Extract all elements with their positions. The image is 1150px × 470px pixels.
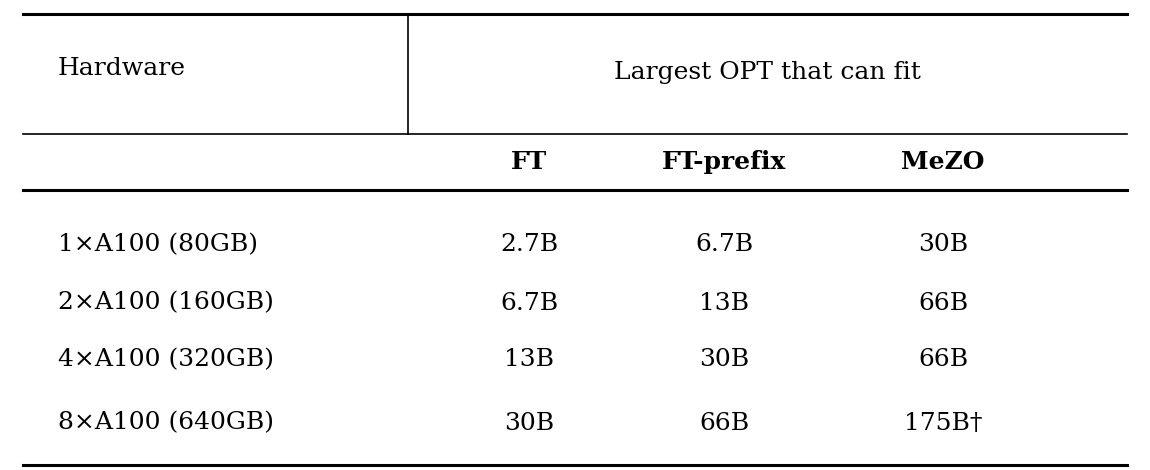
- Text: 13B: 13B: [699, 292, 750, 314]
- Text: 66B: 66B: [699, 412, 750, 434]
- Text: 2.7B: 2.7B: [500, 233, 558, 256]
- Text: Largest OPT that can fit: Largest OPT that can fit: [614, 62, 921, 84]
- Text: 13B: 13B: [504, 348, 554, 371]
- Text: MeZO: MeZO: [902, 150, 984, 174]
- Text: Hardware: Hardware: [58, 57, 185, 79]
- Text: 30B: 30B: [504, 412, 554, 434]
- Text: FT: FT: [511, 150, 547, 174]
- Text: 175B†: 175B†: [904, 412, 982, 434]
- Text: 6.7B: 6.7B: [696, 233, 753, 256]
- Text: 4×A100 (320GB): 4×A100 (320GB): [58, 348, 274, 371]
- Text: 8×A100 (640GB): 8×A100 (640GB): [58, 412, 274, 434]
- Text: 6.7B: 6.7B: [500, 292, 558, 314]
- Text: 2×A100 (160GB): 2×A100 (160GB): [58, 292, 274, 314]
- Text: 1×A100 (80GB): 1×A100 (80GB): [58, 233, 258, 256]
- Text: 30B: 30B: [918, 233, 968, 256]
- Text: 66B: 66B: [918, 292, 968, 314]
- Text: FT-prefix: FT-prefix: [662, 150, 787, 174]
- Text: 30B: 30B: [699, 348, 750, 371]
- Text: 66B: 66B: [918, 348, 968, 371]
